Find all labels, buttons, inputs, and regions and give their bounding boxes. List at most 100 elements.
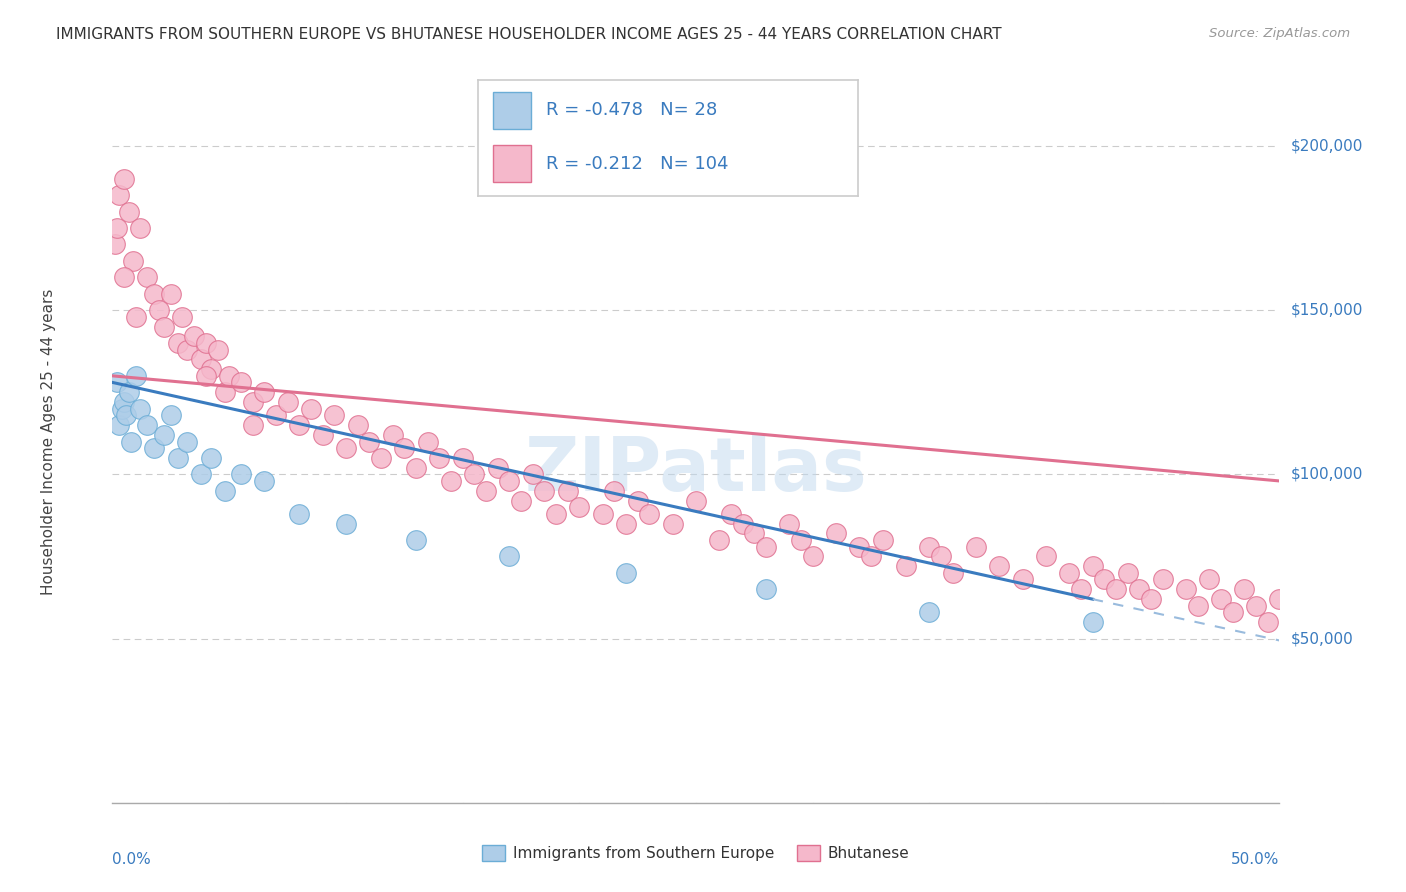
Point xyxy=(1059,566,1081,580)
Text: $200,000: $200,000 xyxy=(1291,138,1364,153)
Point xyxy=(1081,559,1104,574)
Point xyxy=(104,237,127,252)
FancyBboxPatch shape xyxy=(494,145,531,182)
Point xyxy=(638,507,661,521)
Point xyxy=(603,483,626,498)
Point xyxy=(1268,592,1291,607)
Point xyxy=(264,409,287,423)
Point xyxy=(381,428,404,442)
Point xyxy=(105,376,128,390)
Point xyxy=(1222,605,1244,619)
Point xyxy=(509,493,531,508)
Text: R = -0.212   N= 104: R = -0.212 N= 104 xyxy=(547,155,728,173)
Point xyxy=(544,507,567,521)
Point xyxy=(1244,599,1267,613)
Point xyxy=(120,434,142,449)
Point xyxy=(190,352,212,367)
Point xyxy=(153,319,176,334)
Point xyxy=(592,507,614,521)
Point xyxy=(129,221,152,235)
Point xyxy=(709,533,731,547)
Point xyxy=(848,540,870,554)
Point xyxy=(1303,599,1326,613)
Point xyxy=(214,483,236,498)
Point xyxy=(118,204,141,219)
Point xyxy=(172,310,194,324)
Text: ZIPatlas: ZIPatlas xyxy=(524,434,868,507)
Point xyxy=(112,171,135,186)
Point xyxy=(253,474,276,488)
Point xyxy=(1116,566,1139,580)
Point xyxy=(498,549,520,564)
Text: $100,000: $100,000 xyxy=(1291,467,1364,482)
Point xyxy=(557,483,579,498)
Point xyxy=(627,493,650,508)
Point xyxy=(1198,573,1220,587)
Point xyxy=(1011,573,1033,587)
Point xyxy=(614,566,637,580)
Point xyxy=(498,474,520,488)
Text: Source: ZipAtlas.com: Source: ZipAtlas.com xyxy=(1209,27,1350,40)
Point xyxy=(1209,592,1232,607)
Point xyxy=(242,395,264,409)
Point xyxy=(614,516,637,531)
Text: R = -0.478   N= 28: R = -0.478 N= 28 xyxy=(547,102,717,120)
Point xyxy=(463,467,485,482)
Text: Householder Income Ages 25 - 44 years: Householder Income Ages 25 - 44 years xyxy=(41,288,56,595)
Point xyxy=(299,401,322,416)
Point xyxy=(661,516,683,531)
Point xyxy=(143,441,166,455)
Point xyxy=(1094,573,1116,587)
Point xyxy=(108,188,131,202)
Point xyxy=(194,368,217,383)
Point xyxy=(475,483,498,498)
Point xyxy=(1035,549,1057,564)
Point xyxy=(190,467,212,482)
Legend: Immigrants from Southern Europe, Bhutanese: Immigrants from Southern Europe, Bhutane… xyxy=(477,839,915,867)
Point xyxy=(136,270,159,285)
Point xyxy=(451,450,474,465)
Point xyxy=(918,540,941,554)
Point xyxy=(176,434,198,449)
Point xyxy=(825,526,848,541)
Point xyxy=(427,450,450,465)
Point xyxy=(1292,615,1315,630)
Point xyxy=(929,549,952,564)
Point xyxy=(1175,582,1198,597)
Point xyxy=(115,409,138,423)
Point xyxy=(160,409,183,423)
Point xyxy=(801,549,824,564)
Point xyxy=(108,418,131,433)
Point xyxy=(229,376,252,390)
Point xyxy=(136,418,159,433)
Point xyxy=(965,540,987,554)
Point xyxy=(129,401,152,416)
Point xyxy=(1187,599,1209,613)
Point xyxy=(1279,605,1302,619)
Point xyxy=(166,336,188,351)
Text: 50.0%: 50.0% xyxy=(1232,852,1279,867)
Point xyxy=(118,385,141,400)
Point xyxy=(860,549,883,564)
Point xyxy=(394,441,416,455)
Point xyxy=(1128,582,1150,597)
Point xyxy=(416,434,439,449)
Point xyxy=(153,428,176,442)
Point xyxy=(405,460,427,475)
Point xyxy=(112,395,135,409)
FancyBboxPatch shape xyxy=(494,92,531,129)
Text: $50,000: $50,000 xyxy=(1291,632,1354,646)
Point xyxy=(1233,582,1256,597)
Point xyxy=(486,460,509,475)
Point xyxy=(207,343,229,357)
Text: 0.0%: 0.0% xyxy=(112,852,152,867)
Point xyxy=(720,507,742,521)
Point xyxy=(176,343,198,357)
Point xyxy=(370,450,392,465)
Point xyxy=(440,474,463,488)
Point xyxy=(1257,615,1279,630)
Point xyxy=(125,368,148,383)
Point xyxy=(522,467,544,482)
Point xyxy=(359,434,381,449)
Point xyxy=(755,540,778,554)
